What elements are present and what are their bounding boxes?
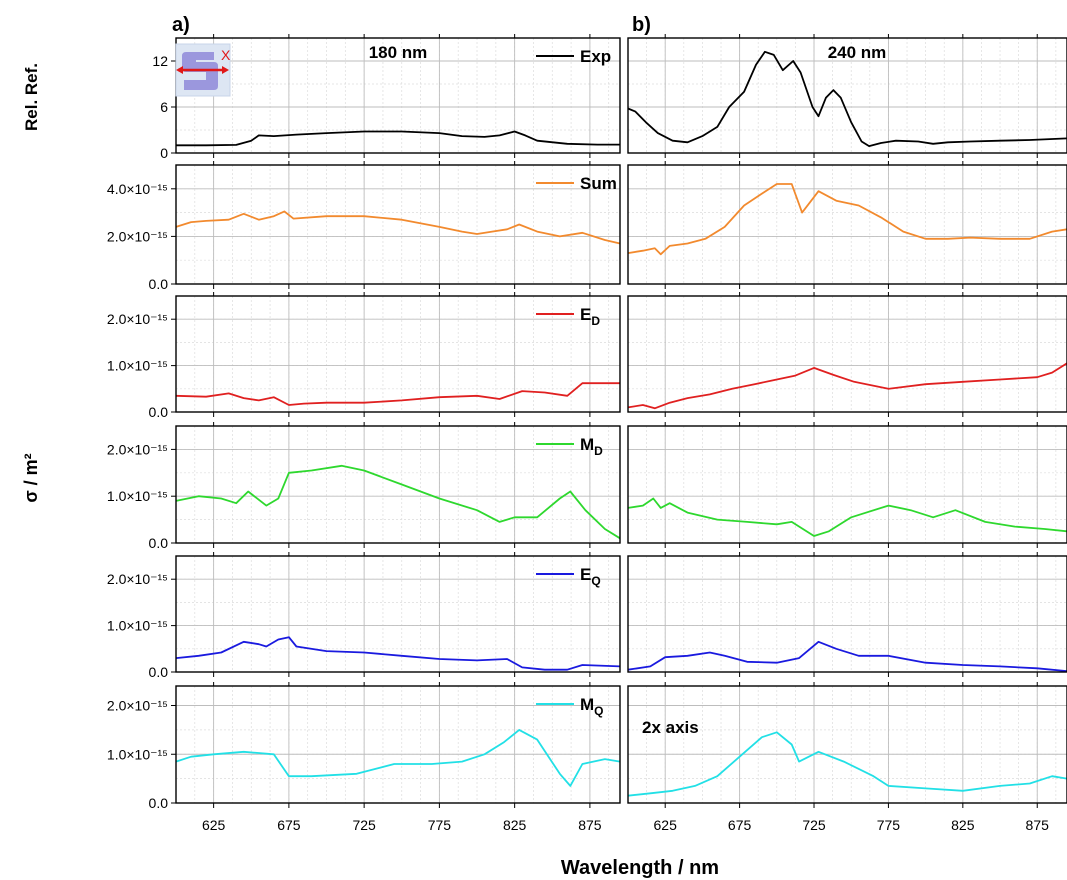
y-tick-label: 1.0×10⁻¹⁵	[107, 746, 168, 762]
series-layer	[175, 50, 1067, 797]
legend-label: Exp	[580, 47, 611, 66]
y-tick-label: 0	[160, 145, 168, 161]
y-tick-label: 0.0	[149, 795, 169, 811]
y-tick-label: 2.0×10⁻¹⁵	[107, 441, 168, 457]
structure-inset-icon: X	[175, 43, 231, 97]
legend-label-subscript: D	[594, 444, 603, 458]
x-tick-label: 675	[728, 817, 752, 833]
y-tick-label: 2.0×10⁻¹⁵	[107, 571, 168, 587]
y-tick-label: 2.0×10⁻¹⁵	[107, 311, 168, 327]
inset-marker-text: X	[221, 47, 231, 63]
x-tick-label: 775	[877, 817, 901, 833]
y-tick-label: 0.0	[149, 664, 169, 680]
y-axis-title-main: σ / m²	[21, 453, 41, 502]
x-tick-label: 625	[202, 817, 226, 833]
x-tick-label: 725	[352, 817, 376, 833]
y-tick-label: 0.0	[149, 535, 169, 551]
y-tick-label: 4.0×10⁻¹⁵	[107, 181, 168, 197]
x-axis-title: Wavelength / nm	[561, 857, 719, 879]
x-tick-label: 825	[951, 817, 975, 833]
panel-label-b: b)	[632, 14, 651, 36]
plot-frame	[627, 685, 1067, 804]
size-label-240nm: 240 nm	[828, 43, 887, 62]
x-tick-label: 625	[654, 817, 678, 833]
plot-frame	[627, 555, 1067, 673]
panel-label-a: a)	[172, 14, 190, 36]
plot-frame	[175, 164, 621, 285]
y-tick-label: 1.0×10⁻¹⁵	[107, 488, 168, 504]
legend-label-subscript: Q	[591, 574, 600, 588]
legend-label-subscript: Q	[594, 704, 603, 718]
y-tick-label: 1.0×10⁻¹⁵	[107, 358, 168, 374]
legend-label: Sum	[580, 174, 617, 193]
series-line-eq-b	[627, 640, 1067, 672]
series-line-sum-a	[175, 210, 621, 245]
plot-frame	[175, 295, 621, 413]
size-label-180nm: 180 nm	[369, 43, 428, 62]
series-line-exp-b	[627, 50, 1067, 147]
y-tick-label: 6	[160, 99, 168, 115]
tick-layer: 0 6 12 0.0 2.0×10⁻¹⁵ 4.0×10⁻¹⁵ 0.0 1.0×10⁻¹⁵ 2.0…	[107, 34, 1049, 833]
y-tick-label: 2.0×10⁻¹⁵	[107, 228, 168, 244]
legend-label: MQ	[580, 695, 604, 718]
series-line-eq-a	[175, 636, 621, 671]
x-tick-label: 875	[578, 817, 602, 833]
series-line-md-a	[175, 464, 621, 540]
y-axis-title-top: Rel. Ref.	[22, 63, 41, 131]
note-2x-axis: 2x axis	[642, 718, 699, 737]
plot-frame	[627, 164, 1067, 285]
grid-layer	[176, 38, 1067, 803]
y-tick-label: 2.0×10⁻¹⁵	[107, 698, 168, 714]
series-line-ed-a	[175, 382, 620, 406]
plot-frame	[627, 425, 1067, 544]
x-tick-label: 875	[1026, 817, 1050, 833]
x-tick-label: 825	[503, 817, 527, 833]
series-line-mq-b	[627, 731, 1067, 797]
series-line-mq-a	[175, 729, 621, 787]
plot-frame	[175, 425, 621, 544]
x-tick-label: 775	[428, 817, 452, 833]
plot-frame	[627, 295, 1067, 413]
legend-label-subscript: D	[591, 314, 600, 328]
series-line-md-b	[627, 497, 1067, 537]
plot-frame	[627, 37, 1067, 154]
plot-frame	[175, 555, 621, 673]
y-tick-label: 0.0	[149, 404, 169, 420]
legend-label: MD	[580, 435, 603, 458]
x-tick-label: 675	[277, 817, 301, 833]
series-line-ed-b	[627, 362, 1067, 410]
series-line-sum-b	[627, 183, 1067, 256]
y-tick-label: 0.0	[149, 276, 169, 292]
series-line-exp-a	[176, 130, 620, 147]
y-tick-label: 1.0×10⁻¹⁵	[107, 618, 168, 634]
plot-frame	[175, 685, 621, 804]
frame-layer	[175, 37, 1067, 804]
y-tick-label: 12	[152, 53, 168, 69]
x-tick-label: 725	[802, 817, 826, 833]
